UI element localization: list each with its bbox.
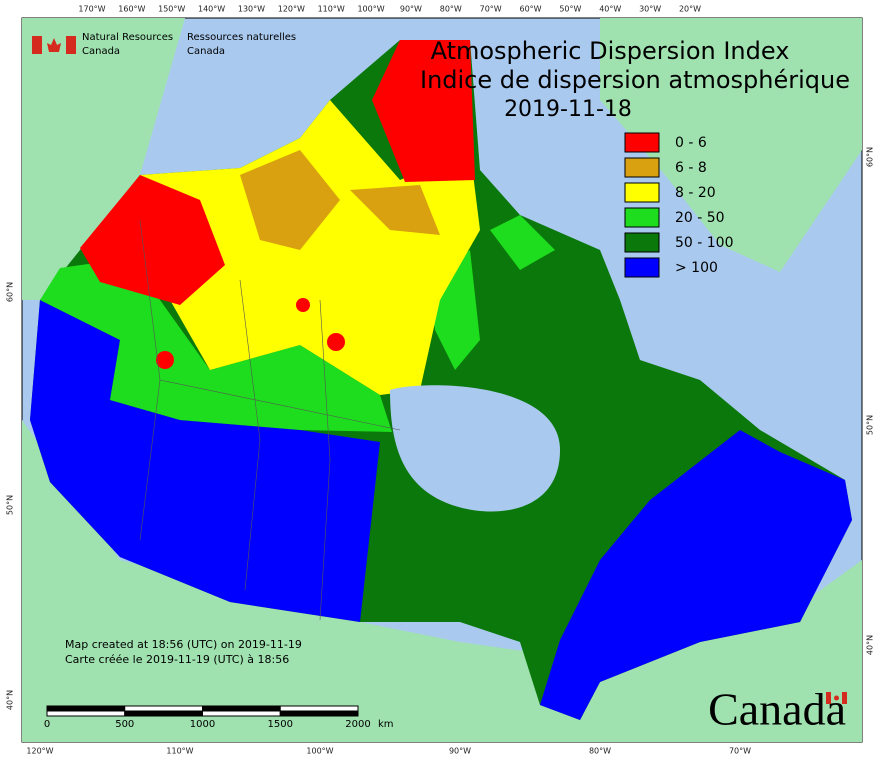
longitude-label: 100°W bbox=[357, 5, 384, 14]
agency-fr: Canada bbox=[187, 46, 225, 57]
maple-leaf bbox=[834, 695, 839, 701]
legend-swatch bbox=[624, 232, 660, 253]
scale-label: 2000 bbox=[345, 719, 370, 730]
legend-label: > 100 bbox=[675, 260, 718, 276]
scale-segment bbox=[202, 710, 281, 717]
wordmark-flag bbox=[826, 692, 847, 704]
legend-swatch bbox=[624, 157, 660, 178]
area-20-50 bbox=[40, 258, 392, 432]
boundary bbox=[319, 299, 331, 621]
title-fr: Indice de dispersion atmosphérique bbox=[420, 66, 850, 94]
title-en: Atmospheric Dispersion Index bbox=[431, 37, 790, 65]
provincial-boundaries bbox=[139, 219, 401, 621]
longitude-label: 70°W bbox=[480, 5, 502, 14]
scale-label: 0 bbox=[44, 719, 50, 730]
latitude-label: 40°N bbox=[6, 690, 15, 710]
longitude-label: 50°W bbox=[559, 5, 581, 14]
latitude-label: 60°N bbox=[6, 282, 15, 302]
side-graticule: 60°N 50°N 40°N 60°N 50°N 40°N bbox=[6, 147, 875, 710]
longitude-label: 170°W bbox=[78, 5, 105, 14]
longitude-label: 110°W bbox=[166, 747, 193, 756]
latitude-label: 40°N bbox=[866, 635, 875, 655]
longitude-label: 60°W bbox=[519, 5, 541, 14]
longitude-label: 120°W bbox=[26, 747, 53, 756]
scale-label: 1500 bbox=[268, 719, 293, 730]
longitude-label: 100°W bbox=[306, 747, 333, 756]
alaska bbox=[22, 18, 185, 300]
scale-unit: km bbox=[378, 719, 394, 730]
area-0-6 bbox=[80, 175, 225, 305]
longitude-label: 160°W bbox=[118, 5, 145, 14]
longitude-label: 150°W bbox=[158, 5, 185, 14]
bottom-graticule: 120°W 110°W 100°W 90°W 80°W 70°W bbox=[26, 747, 751, 756]
latitude-label: 50°N bbox=[866, 415, 875, 435]
longitude-label: 130°W bbox=[238, 5, 265, 14]
agency-en: Canada bbox=[82, 46, 120, 57]
agency-signature: Natural Resources Canada Ressources natu… bbox=[32, 32, 296, 57]
area-0-6-d bbox=[296, 298, 310, 312]
area-west-over-100 bbox=[30, 300, 380, 622]
scale-segment bbox=[46, 710, 126, 717]
area-0-6-e bbox=[156, 351, 174, 369]
scale-segment bbox=[279, 705, 359, 712]
legend-label: 20 - 50 bbox=[675, 210, 725, 226]
boundary bbox=[239, 279, 261, 591]
scale-segment bbox=[46, 705, 126, 712]
scale-bar: 0 500 1000 1500 2000 km bbox=[44, 705, 394, 730]
scale-segment bbox=[202, 705, 281, 712]
scale-segment bbox=[124, 705, 203, 712]
scale-segment bbox=[124, 710, 203, 717]
legend-label: 50 - 100 bbox=[675, 235, 734, 251]
longitude-label: 120°W bbox=[278, 5, 305, 14]
scale-segment bbox=[279, 710, 359, 717]
scale-label: 500 bbox=[115, 719, 134, 730]
longitude-label: 90°W bbox=[449, 747, 471, 756]
hudson-bay bbox=[390, 385, 560, 512]
legend-label: 6 - 8 bbox=[675, 160, 707, 176]
legend-label: 8 - 20 bbox=[675, 185, 716, 201]
longitude-label: 90°W bbox=[400, 5, 422, 14]
area-8-20 bbox=[140, 100, 480, 395]
legend-swatch bbox=[624, 257, 660, 278]
area-east-over-100 bbox=[540, 430, 852, 720]
flag-bar bbox=[32, 36, 42, 54]
legend-swatch bbox=[624, 207, 660, 228]
area-0-6-c bbox=[327, 333, 345, 351]
longitude-label: 110°W bbox=[318, 5, 345, 14]
note: Map created at 18:56 (UTC) on 2019-11-19 bbox=[65, 638, 302, 651]
boundary bbox=[159, 379, 401, 431]
top-graticule: 170°W 160°W 150°W 140°W 130°W 120°W 110°W 100°W… bbox=[78, 5, 701, 14]
longitude-label: 30°W bbox=[639, 5, 661, 14]
flag-bar bbox=[842, 692, 847, 704]
longitude-label: 70°W bbox=[729, 747, 751, 756]
wordmark: Canada bbox=[708, 684, 846, 735]
land bbox=[22, 18, 862, 742]
agency-fr: Ressources naturelles bbox=[187, 32, 296, 43]
longitude-label: 40°W bbox=[599, 5, 621, 14]
legend-swatch bbox=[624, 182, 660, 203]
flag-bar bbox=[826, 692, 831, 704]
legend-label: 0 - 6 bbox=[675, 135, 707, 151]
legend: 0 - 6 6 - 8 8 - 20 20 - 50 50 - 100 > 100 bbox=[624, 132, 734, 278]
latitude-label: 60°N bbox=[866, 147, 875, 167]
note: Carte créée le 2019-11-19 (UTC) à 18:56 bbox=[65, 653, 289, 666]
area-0-6-b bbox=[372, 40, 475, 182]
area-6-8 bbox=[240, 150, 340, 250]
area-20-50-c bbox=[490, 215, 555, 270]
flag-bar bbox=[66, 36, 76, 54]
legend-swatch bbox=[624, 132, 660, 153]
date: 2019-11-18 bbox=[504, 97, 632, 122]
usa bbox=[22, 420, 862, 742]
area-6-8-b bbox=[350, 185, 440, 235]
longitude-label: 80°W bbox=[589, 747, 611, 756]
latitude-label: 50°N bbox=[6, 495, 15, 515]
agency-en: Natural Resources bbox=[82, 32, 173, 43]
longitude-label: 80°W bbox=[440, 5, 462, 14]
greenland bbox=[600, 18, 862, 272]
longitude-label: 20°W bbox=[679, 5, 701, 14]
longitude-label: 140°W bbox=[198, 5, 225, 14]
maple-leaf bbox=[47, 38, 61, 52]
scale-label: 1000 bbox=[190, 719, 215, 730]
